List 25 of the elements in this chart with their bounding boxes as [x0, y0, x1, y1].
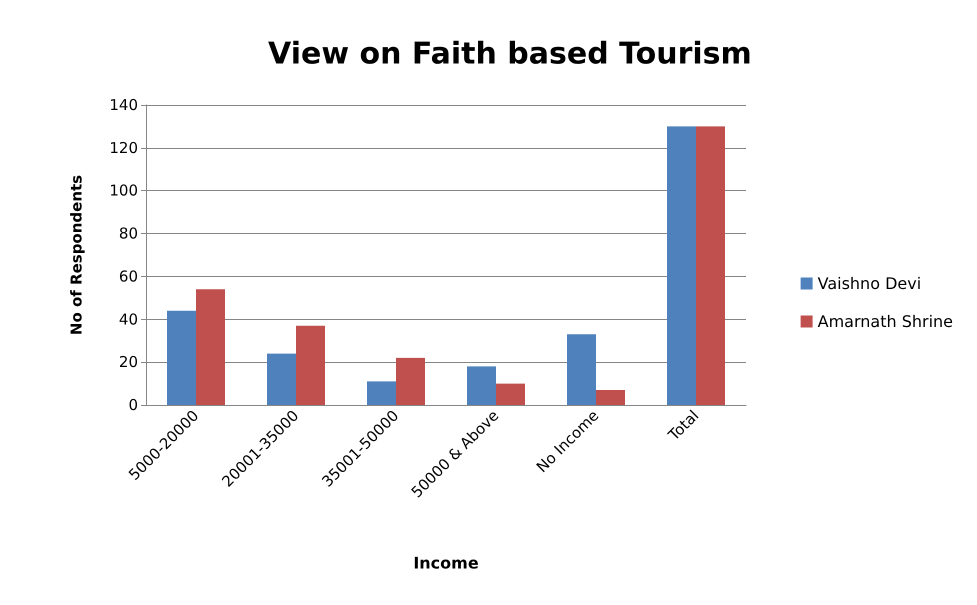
y-tick-label: 100: [109, 182, 138, 200]
y-tick-label: 0: [128, 396, 138, 414]
bar: [396, 358, 425, 405]
bar: [667, 126, 696, 405]
y-tick-label: 120: [109, 138, 138, 157]
bar: [496, 384, 525, 405]
bar: [367, 381, 396, 405]
bar: [596, 390, 625, 405]
bar: [696, 126, 725, 405]
y-tick-label: 20: [118, 353, 138, 372]
y-tick-label: 140: [109, 96, 138, 114]
chart-title: View on Faith based Tourism: [268, 36, 752, 72]
bar: [167, 310, 196, 405]
y-tick-label: 60: [118, 267, 138, 286]
y-axis-title: No of Respondents: [68, 174, 86, 336]
bar: [296, 326, 325, 405]
bar: [467, 366, 496, 405]
y-tick-label: 40: [118, 310, 138, 328]
bar: [196, 289, 225, 405]
bar: [267, 354, 296, 405]
y-tick-label: 80: [118, 224, 138, 243]
legend-label: Vaishno Devi: [818, 274, 922, 293]
bar: [567, 334, 596, 405]
legend-label: Amarnath Shrine: [818, 312, 954, 331]
x-axis-title: Income: [413, 554, 479, 572]
